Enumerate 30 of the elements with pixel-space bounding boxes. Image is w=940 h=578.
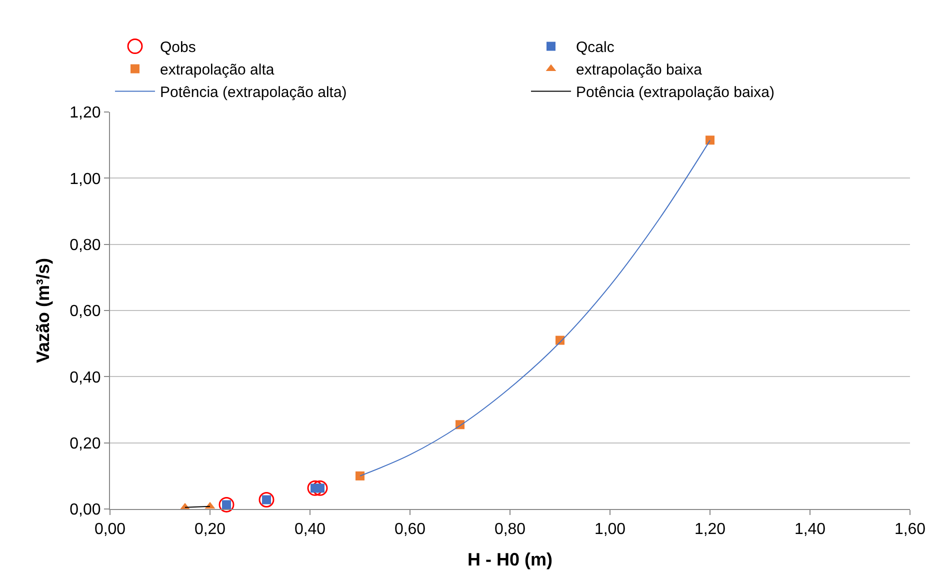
y-tick-label: 0,80 bbox=[70, 236, 101, 254]
y-axis-title: Vazão (m³/s) bbox=[32, 258, 53, 364]
legend-label: Qobs bbox=[160, 39, 196, 56]
point bbox=[258, 492, 274, 508]
x-tick-label: 1,00 bbox=[594, 521, 626, 538]
legend-label: Potência (extrapolação baixa) bbox=[576, 84, 774, 102]
point bbox=[307, 480, 323, 496]
point bbox=[706, 136, 714, 145]
y-tick-label: 0,40 bbox=[70, 369, 101, 386]
x-tick-label: 0,20 bbox=[194, 521, 226, 538]
y-tick-label: 0,60 bbox=[70, 303, 101, 320]
x-tick-label: 0,00 bbox=[94, 521, 126, 538]
legend-label: Qcalc bbox=[576, 39, 615, 56]
point bbox=[312, 480, 328, 496]
x-axis-title: H - H0 (m) bbox=[468, 549, 553, 570]
x-tick-label: 1,40 bbox=[794, 521, 826, 538]
point bbox=[356, 471, 364, 480]
legend-label: Potência (extrapolação alta) bbox=[160, 84, 347, 102]
point bbox=[218, 496, 234, 512]
y-tick-label: 1,20 bbox=[70, 104, 101, 122]
legend-label: extrapolação alta bbox=[160, 62, 275, 79]
x-tick-label: 0,60 bbox=[394, 521, 426, 538]
x-tick-label: 1,60 bbox=[894, 521, 926, 538]
y-tick-label: 1,00 bbox=[70, 170, 101, 188]
x-tick-label: 0,40 bbox=[294, 521, 326, 538]
x-tick-label: 1,20 bbox=[694, 521, 726, 538]
x-tick-label: 0,80 bbox=[494, 521, 526, 538]
y-tick-label: 0,20 bbox=[70, 435, 101, 452]
legend-label: extrapolação baixa bbox=[576, 62, 703, 79]
y-tick-label: 0,00 bbox=[70, 502, 101, 519]
